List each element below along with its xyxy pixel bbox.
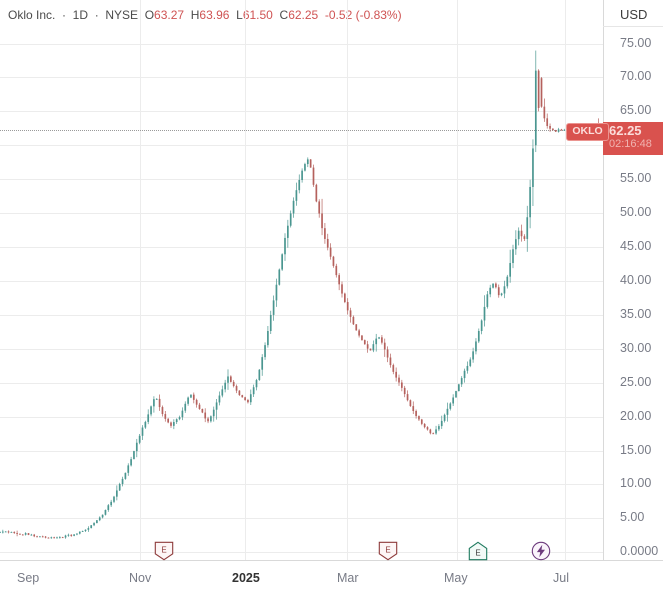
svg-text:E: E: [475, 548, 480, 557]
svg-text:E: E: [161, 545, 166, 554]
svg-text:E: E: [385, 545, 390, 554]
